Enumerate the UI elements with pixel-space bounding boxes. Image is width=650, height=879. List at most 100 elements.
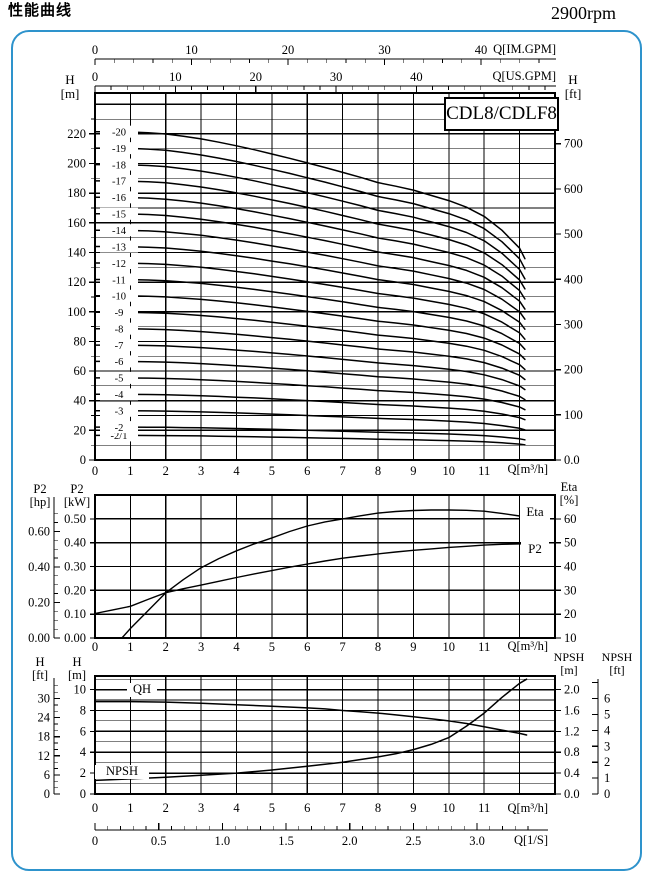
stage-curve <box>94 130 526 260</box>
label-mask <box>100 142 138 155</box>
p2-kw-tick-label: 0.10 <box>64 607 86 621</box>
label-mask <box>100 371 138 384</box>
gpm-tick-label: 30 <box>330 70 343 84</box>
label-mask <box>100 388 138 401</box>
q-m3h-tick-label: 5 <box>269 464 275 478</box>
q-m3h-tick-label: 0 <box>92 464 98 478</box>
p2-curve-label: P2 <box>521 542 549 557</box>
h-m-tick-label: 2 <box>80 766 86 780</box>
q-m3h-tick-label: 5 <box>269 640 275 654</box>
label-mask <box>100 207 138 220</box>
npsh-m-tick-label: 0.8 <box>564 745 580 759</box>
q-m3h-tick-label: 6 <box>304 640 310 654</box>
q-m3h-tick-label: 6 <box>304 464 310 478</box>
h-ft-tick-label: 400 <box>564 272 583 286</box>
stage-curve <box>94 434 526 446</box>
stage-curve-label: -2 <box>115 423 124 434</box>
h-ft-tick-label: 12 <box>38 749 51 763</box>
eta-tick-label: 20 <box>564 607 577 621</box>
eta-tick-label: 40 <box>564 560 577 574</box>
h-m-tick-label: 140 <box>67 245 86 259</box>
lps-tick-label: 3.0 <box>469 834 485 848</box>
h-ft-tick-label: 24 <box>38 711 51 725</box>
label-mask <box>100 125 138 138</box>
label-mask <box>100 224 138 237</box>
h-m-tick-label: 180 <box>67 186 86 200</box>
q-m3h-tick-label: 1 <box>127 801 133 815</box>
h-ft-tick-label: 100 <box>564 408 583 422</box>
npsh-ft-header: NPSH [ft] <box>601 650 633 677</box>
eta-tick-label: 50 <box>564 536 577 550</box>
stage-curve <box>94 245 526 330</box>
stage-curve-label: -18 <box>112 160 126 171</box>
label-mask <box>100 273 138 286</box>
q-m3h-tick-label: 3 <box>198 801 204 815</box>
gpm-tick-label: 10 <box>185 43 198 57</box>
flow-unit-label-top: Q[m³/h] <box>507 462 548 476</box>
eta-tick-label: 30 <box>564 583 577 597</box>
h-ft-tick-label: 500 <box>564 227 583 241</box>
plot-border <box>94 92 556 461</box>
q-m3h-tick-label: 10 <box>443 464 456 478</box>
q-m3h-tick-label: 11 <box>478 640 490 654</box>
h-ft-tick-label: 700 <box>564 137 583 151</box>
h-m-tick-label: 80 <box>74 334 87 348</box>
stage-curve <box>94 344 526 391</box>
stage-curve <box>94 229 526 320</box>
h-m-tick-label: 8 <box>80 703 86 717</box>
stage-curve-label: -12 <box>112 259 126 270</box>
q-m3h-tick-label: 5 <box>269 801 275 815</box>
npsh-ft-tick-label: 1 <box>604 771 610 785</box>
stage-curve-label: -10 <box>112 292 126 303</box>
stage-curve-label: -13 <box>112 242 126 253</box>
gpm-tick-label: 20 <box>249 70 262 84</box>
p2-kw-tick-label: 0.40 <box>64 536 86 550</box>
power-hp-header: P2 [hp] <box>29 482 51 510</box>
label-mask <box>100 257 138 270</box>
h-m-tick-label: 120 <box>67 275 86 289</box>
label-mask <box>100 421 138 434</box>
stage-curve <box>94 377 526 411</box>
stage-curve <box>94 180 526 290</box>
q-m3h-tick-label: 8 <box>375 640 381 654</box>
q-m3h-tick-label: 9 <box>410 640 416 654</box>
npsh-ft-tick-label: 3 <box>604 739 610 753</box>
power-kw-header: P2 [kW] <box>63 482 91 510</box>
stage-curve-label: -19 <box>112 144 126 155</box>
h-m-tick-label: 60 <box>74 364 87 378</box>
head-axis-ft-header: H [ft] <box>564 72 582 101</box>
h-ft-tick-label: 0 <box>44 787 50 801</box>
stage-curve-label: -5 <box>115 374 124 385</box>
stage-curve <box>94 278 526 351</box>
stage-curve <box>94 360 526 401</box>
stage-curve-label: -4 <box>115 390 124 401</box>
stage-curve <box>94 295 526 361</box>
q-m3h-tick-label: 1 <box>127 640 133 654</box>
stage-curve <box>94 163 526 280</box>
h-ft-tick-label: 200 <box>564 363 583 377</box>
q-m3h-tick-label: 9 <box>410 464 416 478</box>
lps-tick-label: 1.0 <box>215 834 231 848</box>
q-m3h-tick-label: 8 <box>375 464 381 478</box>
im-gpm-axis-label: Q[IM.GPM] <box>493 42 556 56</box>
lps-tick-label: 1.5 <box>278 834 294 848</box>
eta-tick-label: 60 <box>564 512 577 526</box>
p2-kw-tick-label: 0.00 <box>64 631 86 645</box>
p2-hp-tick-label: 0.00 <box>28 631 50 645</box>
q-m3h-tick-label: 4 <box>233 640 240 654</box>
p2-curve <box>94 542 528 615</box>
npsh-m-tick-label: 0.4 <box>564 766 580 780</box>
gpm-tick-label: 20 <box>282 43 295 57</box>
stage-curve-label: -2/1 <box>111 431 128 442</box>
chart-frame-border <box>11 30 642 871</box>
stage-curve-label: -14 <box>112 226 127 237</box>
h-m-tick-label: 0 <box>80 453 86 467</box>
q-m3h-tick-label: 8 <box>375 801 381 815</box>
label-mask <box>100 191 138 204</box>
h-m-tick-label: 100 <box>67 305 86 319</box>
head-axis-m-header: H [m] <box>60 72 80 101</box>
h-ft-tick-label: 30 <box>38 692 51 706</box>
stage-curve-label: -20 <box>112 127 126 138</box>
h-m-tick-label: 4 <box>80 745 87 759</box>
p2-hp-tick-label: 0.40 <box>28 560 50 574</box>
